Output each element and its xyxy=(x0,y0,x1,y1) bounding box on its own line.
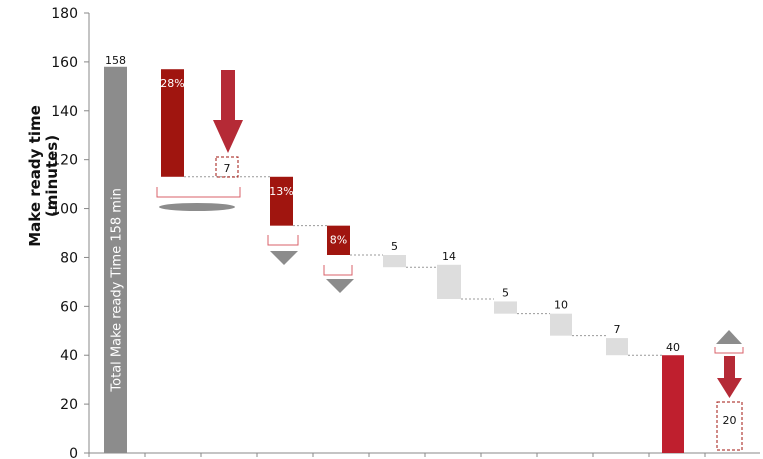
y-tick-labels: 0 20 40 60 80 100 120 140 160 180 xyxy=(51,6,78,459)
grey-triangle-28 xyxy=(159,203,235,211)
y-tick-label: 100 xyxy=(51,202,78,218)
data-labels: 158 28% 13% 8% 5 14 5 10 7 40 xyxy=(105,54,680,354)
y-tick-label: 120 xyxy=(51,153,78,169)
grey-triangle-13 xyxy=(270,251,298,265)
bars xyxy=(104,66,684,454)
step-bar xyxy=(270,176,293,226)
step-label: 5 xyxy=(502,286,509,299)
step-bar xyxy=(494,301,517,314)
total-bar-vertical-label: Total Make ready Time 158 min xyxy=(110,188,125,392)
annotation-box-20 xyxy=(716,401,743,451)
step-bar xyxy=(437,264,461,299)
y-axis-title-line2: (minutes) xyxy=(43,135,61,217)
step-bar xyxy=(550,313,572,336)
step-bar xyxy=(327,225,350,255)
y-tick-label: 60 xyxy=(60,299,78,315)
red-down-arrow-1 xyxy=(213,70,243,153)
bracket-13 xyxy=(267,235,299,246)
y-tick-label: 160 xyxy=(51,55,78,71)
final-bar xyxy=(662,355,684,453)
red-down-arrow-2 xyxy=(717,356,742,398)
y-tick-label: 20 xyxy=(60,397,78,413)
step-label: 10 xyxy=(554,299,568,312)
decorations: 7 20 xyxy=(156,70,744,451)
annotation-20: 20 xyxy=(723,414,737,427)
y-tick-label: 40 xyxy=(60,348,78,364)
annotation-box-7 xyxy=(215,156,239,178)
grey-up-triangle xyxy=(716,330,742,344)
bracket-28 xyxy=(156,187,241,198)
step-label: 8% xyxy=(330,234,347,247)
y-tick-label: 0 xyxy=(69,446,78,459)
bracket-8 xyxy=(323,265,353,276)
total-bar xyxy=(104,66,127,454)
step-bar xyxy=(161,69,184,177)
y-tick-label: 180 xyxy=(51,6,78,22)
connectors xyxy=(184,176,662,356)
step-label: 5 xyxy=(391,240,398,253)
grey-triangle-8 xyxy=(326,279,354,293)
step-label: 13% xyxy=(269,185,293,198)
annotation-7: 7 xyxy=(224,162,231,175)
step-label: 14 xyxy=(442,250,456,263)
y-tick-label: 140 xyxy=(51,104,78,120)
total-bar-label: 158 xyxy=(105,54,126,67)
axes xyxy=(84,12,760,457)
step-label: 7 xyxy=(614,323,621,336)
step-bar xyxy=(383,255,406,268)
final-bar-label: 40 xyxy=(666,341,680,354)
step-bar xyxy=(606,338,628,356)
bracket-right xyxy=(714,347,744,354)
y-tick-label: 80 xyxy=(60,250,78,266)
y-axis-title-line1: Make ready time xyxy=(26,105,44,247)
step-label: 28% xyxy=(160,77,184,90)
